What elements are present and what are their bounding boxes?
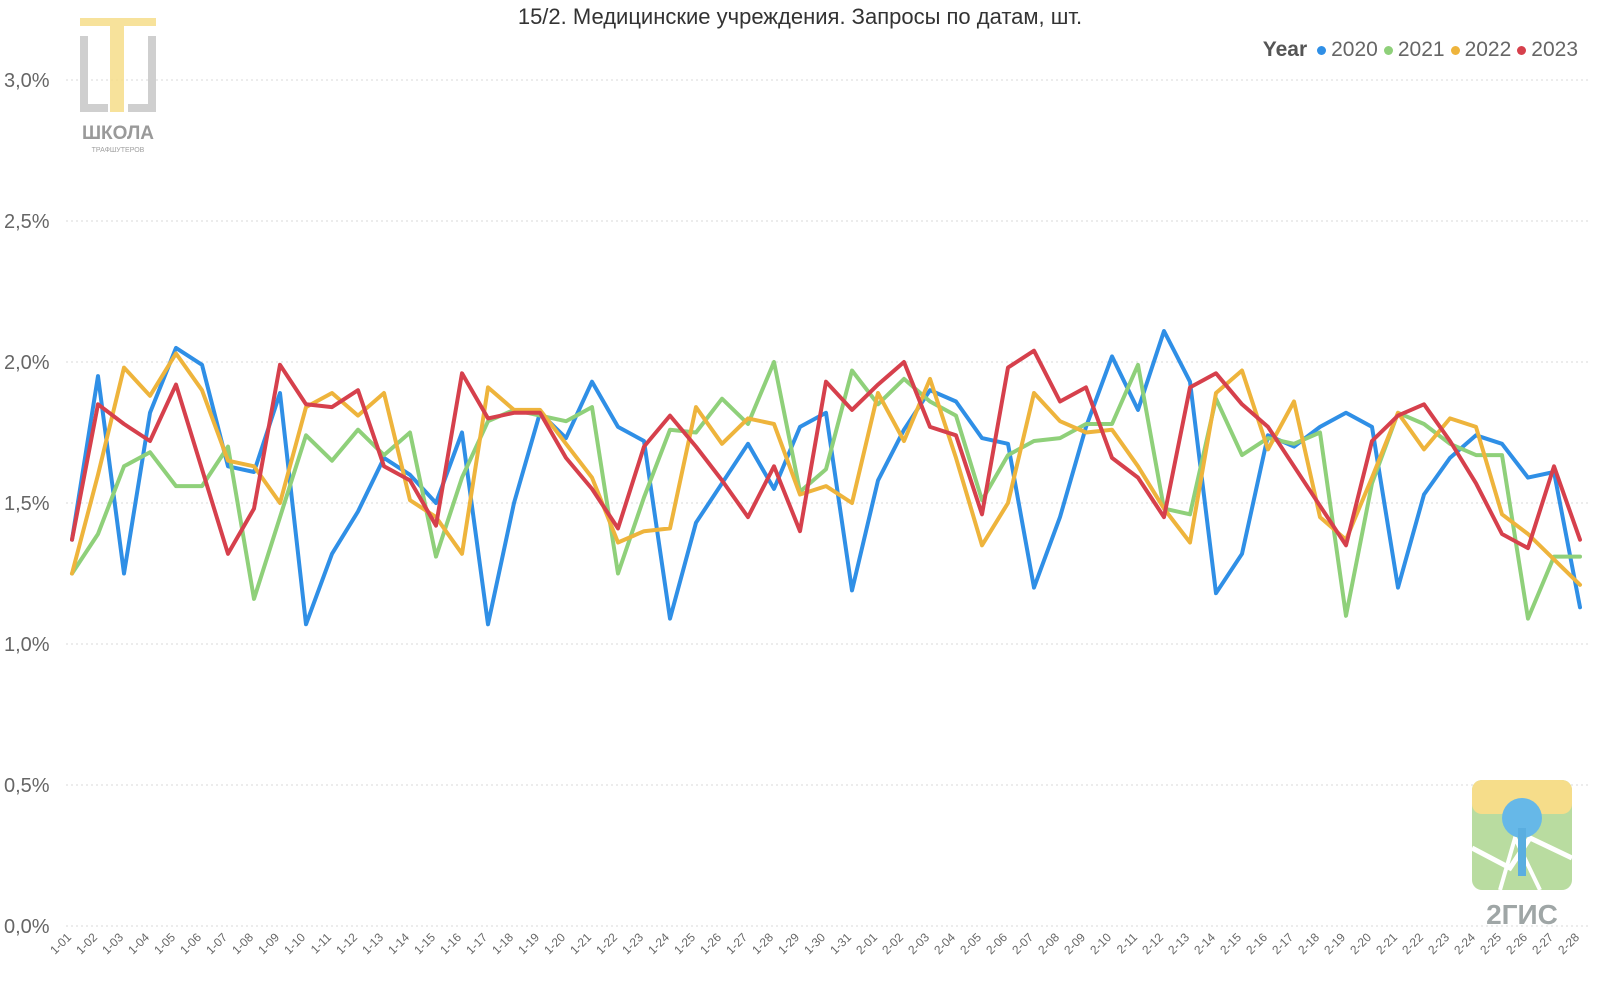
- x-tick-label: 2-22: [1399, 930, 1426, 957]
- x-tick-label: 2-06: [983, 930, 1010, 957]
- series-line-2020[interactable]: [70, 329, 1582, 627]
- x-tick-label: 1-05: [151, 930, 178, 957]
- legend-marker-2021: [1383, 45, 1393, 55]
- x-tick-label: 1-24: [645, 930, 672, 957]
- x-tick-label: 1-01: [47, 930, 74, 957]
- x-tick-label: 2-21: [1373, 930, 1400, 957]
- x-tick-label: 1-13: [359, 930, 386, 957]
- x-tick-label: 1-19: [515, 930, 542, 957]
- 2gis-logo-text: 2ГИС: [1486, 899, 1558, 930]
- x-tick-label: 1-11: [308, 930, 334, 956]
- legend-item-2023[interactable]: 2023: [1517, 38, 1578, 62]
- x-tick-label: 2-18: [1295, 930, 1322, 957]
- legend-marker-2023: [1517, 45, 1527, 55]
- x-tick-label: 1-06: [177, 930, 204, 957]
- x-tick-label: 2-01: [853, 930, 880, 957]
- x-tick-label: 1-03: [99, 930, 126, 957]
- x-axis-labels: 1-01 1-02 1-03 1-04 1-05 1-06 1-07 1-08 1-09 1-10…: [47, 930, 1582, 957]
- x-tick-label: 1-12: [333, 930, 360, 957]
- x-tick-label: 2-19: [1321, 930, 1348, 957]
- series-line-2021[interactable]: [70, 360, 1582, 621]
- x-tick-label: 2-17: [1269, 930, 1296, 957]
- x-tick-label: 1-25: [671, 930, 698, 957]
- x-tick-label: 2-09: [1061, 930, 1088, 957]
- x-tick-label: 1-08: [229, 930, 256, 957]
- y-tick-label: 0,5%: [4, 775, 50, 797]
- x-tick-label: 1-02: [73, 930, 100, 957]
- x-tick-label: 2-15: [1217, 930, 1244, 957]
- legend-label-2020: 2020: [1331, 38, 1378, 61]
- series-lines: [70, 329, 1582, 627]
- x-tick-label: 1-31: [827, 930, 854, 957]
- y-tick-label: 0,0%: [4, 916, 50, 938]
- x-tick-label: 1-20: [541, 930, 568, 957]
- x-tick-label: 1-23: [619, 930, 646, 957]
- x-tick-label: 2-04: [931, 930, 958, 957]
- 2gis-logo-icon: 2ГИС: [1470, 780, 1574, 930]
- legend-label-2021: 2021: [1397, 38, 1445, 61]
- school-logo: ШКОЛА ТРАФШУТЕРОВ: [76, 14, 162, 154]
- x-tick-label: 1-09: [255, 930, 282, 957]
- series-line-2022[interactable]: [70, 351, 1582, 587]
- x-tick-label: 1-26: [697, 930, 724, 957]
- x-tick-label: 2-16: [1243, 930, 1270, 957]
- x-tick-label: 2-20: [1347, 930, 1374, 957]
- x-tick-label: 1-07: [203, 930, 230, 957]
- legend-marker-2022: [1450, 45, 1460, 55]
- x-tick-label: 1-29: [775, 930, 802, 957]
- x-tick-label: 2-12: [1139, 930, 1166, 957]
- x-tick-label: 2-10: [1087, 930, 1114, 957]
- x-tick-label: 2-05: [957, 930, 984, 957]
- chart-title: 15/2. Медицинские учреждения. Запросы по…: [517, 4, 1083, 29]
- school-logo-icon: ШКОЛА ТРАФШУТЕРОВ: [80, 18, 156, 154]
- x-tick-label: 1-10: [281, 930, 308, 957]
- school-logo-text: ШКОЛА: [82, 123, 154, 144]
- legend-label-2022: 2022: [1464, 38, 1512, 61]
- 2gis-logo: 2ГИС: [1470, 778, 1576, 938]
- y-tick-label: 1,0%: [4, 634, 50, 656]
- y-tick-label: 2,0%: [4, 352, 50, 374]
- legend-item-2022[interactable]: 2022: [1450, 38, 1512, 62]
- school-logo-subtext: ТРАФШУТЕРОВ: [92, 147, 145, 154]
- x-tick-label: 1-16: [437, 930, 464, 957]
- grid-lines: [66, 79, 1590, 927]
- x-tick-label: 2-13: [1165, 930, 1192, 957]
- legend-marker-2020: [1317, 45, 1327, 55]
- x-tick-label: 1-28: [749, 930, 776, 957]
- y-tick-label: 1,5%: [4, 493, 50, 515]
- x-tick-label: 2-02: [879, 930, 906, 957]
- y-axis-labels: 0,0% 0,5% 1,0% 1,5% 2,0% 2,5% 3,0%: [4, 70, 50, 938]
- x-tick-label: 2-11: [1114, 930, 1140, 956]
- x-tick-label: 2-07: [1009, 930, 1036, 957]
- x-tick-label: 1-18: [489, 930, 516, 957]
- x-tick-label: 1-15: [411, 930, 438, 957]
- legend-item-2021[interactable]: 2021: [1383, 38, 1445, 62]
- x-tick-label: 1-14: [385, 930, 412, 957]
- legend-title: Year: [1262, 38, 1308, 61]
- x-tick-label: 1-30: [801, 930, 828, 957]
- x-tick-label: 2-14: [1191, 930, 1218, 957]
- legend: Year 2020 2021 2022 2023: [1263, 38, 1578, 62]
- legend-item-2020[interactable]: 2020: [1317, 38, 1378, 62]
- y-tick-label: 2,5%: [4, 211, 50, 233]
- x-tick-label: 1-04: [125, 930, 152, 957]
- x-tick-label: 2-08: [1035, 930, 1062, 957]
- x-tick-label: 1-21: [567, 930, 594, 957]
- x-tick-label: 1-27: [723, 930, 750, 957]
- x-tick-label: 2-23: [1425, 930, 1452, 957]
- y-tick-label: 3,0%: [4, 70, 50, 92]
- series-line-2023[interactable]: [70, 348, 1582, 556]
- legend-label-2023: 2023: [1531, 38, 1578, 61]
- x-tick-label: 1-22: [593, 930, 620, 957]
- x-tick-label: 2-03: [905, 930, 932, 957]
- x-tick-label: 1-17: [463, 930, 490, 957]
